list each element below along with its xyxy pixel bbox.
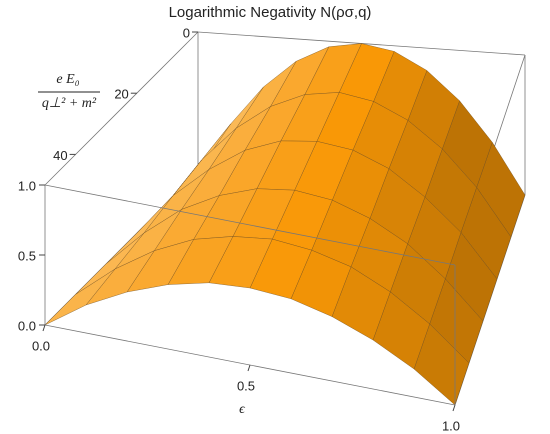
box-edge [44, 31, 199, 186]
x-tick-label: 1.0 [442, 418, 460, 433]
x-tick [42, 324, 46, 332]
x-tick [247, 364, 251, 372]
z-tick-label: 0.0 [18, 318, 36, 333]
x-tick [452, 404, 456, 412]
surface-patch [44, 268, 116, 326]
y-axis-label-denominator: q⊥² + m² [42, 96, 97, 111]
x-tick-label: 0.0 [32, 338, 50, 353]
x-axis-label: ϵ [239, 402, 246, 417]
chart-title: Logarithmic Negativity N(ρσ,q) [169, 4, 372, 21]
z-tick-label: 0.5 [18, 248, 36, 263]
x-tick-label: 0.5 [237, 378, 255, 393]
y-axis-label-numerator: e E₀ [56, 72, 79, 87]
y-tick-label: 20 [114, 87, 128, 102]
y-tick-label: 0 [183, 25, 190, 40]
box-edge [44, 184, 456, 266]
z-tick-label: 1.0 [18, 178, 36, 193]
y-tick-label: 40 [53, 148, 67, 163]
